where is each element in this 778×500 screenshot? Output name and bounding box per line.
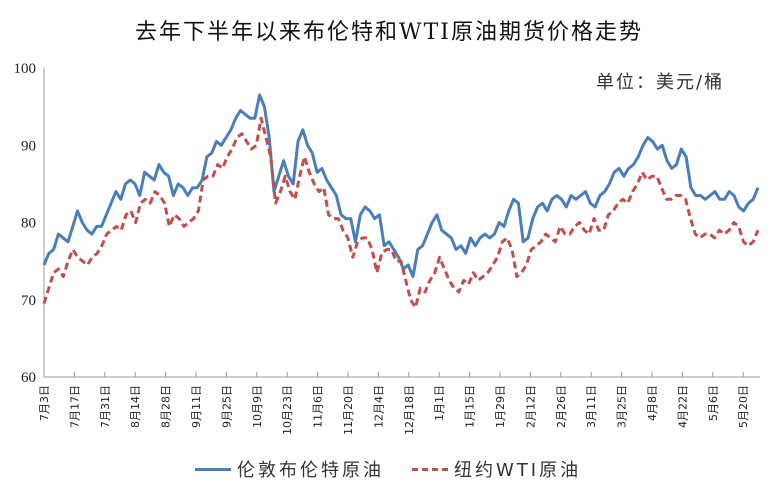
plot-area [42,93,760,309]
x-tick-label: 5月20日 [737,385,750,428]
legend-label-brent: 伦敦布伦特原油 [237,460,384,481]
x-tick-label: 11月20日 [342,385,355,435]
wti-series-line [42,116,760,309]
x-tick-label: 12月4日 [372,385,385,428]
x-tick-label: 7月17日 [68,385,81,428]
y-tick-label: 100 [14,61,37,77]
y-tick-label: 80 [21,216,36,232]
x-axis: 7月3日 7月17日 7月31日 8月14日 8月28日 9月11日 9月25日 10月9日 1… [38,372,760,435]
x-tick-label: 1月15日 [464,385,477,428]
x-tick-label: 7月31日 [99,385,112,428]
x-tick-label: 12月18日 [403,385,416,435]
y-tick-label: 90 [21,138,36,154]
brent-series-line [42,93,760,279]
unit-label: 单位：美元/桶 [596,72,725,93]
chart-title: 去年下半年以来布伦特和WTI原油期货价格走势 [135,20,643,45]
x-tick-label: 7月3日 [38,385,51,421]
x-tick-label: 9月11日 [190,385,203,428]
x-tick-label: 3月11日 [585,385,598,428]
x-tick-label: 10月23日 [281,385,294,435]
x-tick-label: 1月1日 [433,385,446,421]
x-tick-label: 2月12日 [524,385,537,428]
x-tick-label: 3月25日 [616,385,629,428]
y-tick-label: 70 [21,293,36,309]
x-tick-label: 2月26日 [555,385,568,428]
x-tick-label: 10月9日 [251,385,264,428]
solid-line-swatch-icon [195,467,231,471]
y-axis: 60 70 80 90 100 [14,61,45,386]
x-tick-label: 8月14日 [129,385,142,428]
x-tick-label: 5月6日 [707,385,720,421]
x-tick-label: 1月29日 [494,385,507,428]
x-tick-label: 9月25日 [220,385,233,428]
y-tick-label: 60 [21,370,36,386]
legend-label-wti: 纽约WTI原油 [454,460,582,481]
x-tick-label: 4月8日 [646,385,659,421]
x-tick-label: 8月28日 [160,385,173,428]
legend-item-brent: 伦敦布伦特原油 [195,456,384,482]
x-tick-label: 11月6日 [312,385,325,428]
dashed-line-swatch-icon [412,467,448,471]
x-tick-label: 4月22日 [676,385,689,428]
legend-item-wti: 纽约WTI原油 [412,456,581,482]
